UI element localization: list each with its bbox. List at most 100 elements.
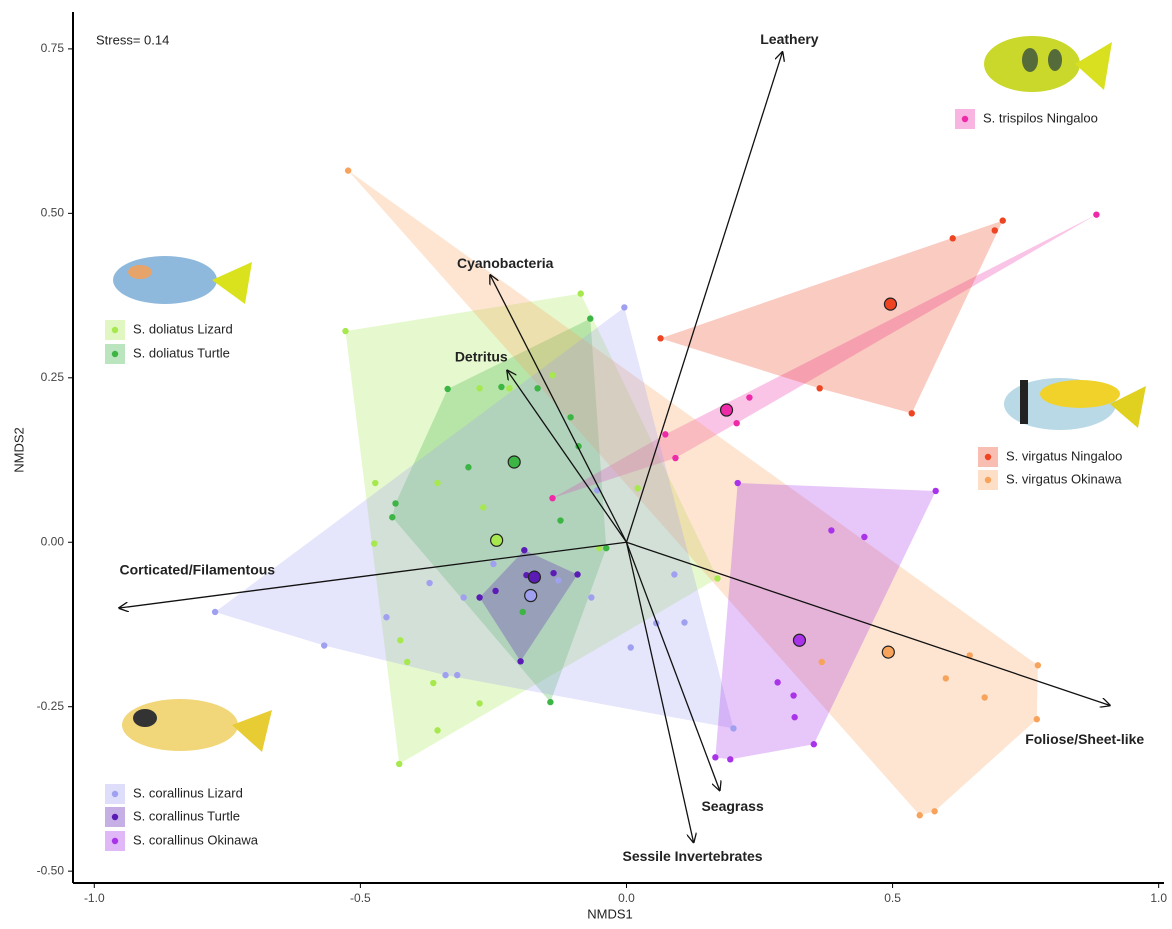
legend-label: S. doliatus Lizard (133, 321, 233, 336)
fish-corallinus (122, 699, 272, 752)
point (932, 487, 939, 495)
hull (715, 483, 936, 760)
y-tick-label: 0.50 (41, 206, 65, 220)
point (521, 546, 528, 554)
y-tick-label: 0.75 (41, 41, 65, 55)
centroid (527, 570, 542, 584)
legend-label: S. virgatus Okinawa (1006, 471, 1122, 486)
point (1034, 662, 1042, 669)
point (916, 812, 923, 819)
vector-arrow (625, 542, 719, 790)
point (828, 527, 835, 534)
point (549, 371, 556, 379)
point (999, 217, 1006, 224)
point (480, 504, 487, 511)
legend-dot (111, 790, 119, 798)
centroid (792, 633, 807, 647)
y-tick-label: -0.50 (37, 863, 65, 877)
legend-dot (111, 350, 119, 358)
legend-dot (984, 453, 992, 461)
point (712, 754, 719, 761)
point (816, 385, 823, 392)
point (550, 569, 557, 577)
point-layer (211, 167, 1100, 819)
hull (215, 307, 734, 729)
hull-layer (215, 170, 1097, 816)
point (434, 479, 441, 487)
y-tick-label: -0.25 (37, 699, 65, 713)
vector-label: Seagrass (701, 798, 763, 814)
vector-label: Leathery (760, 31, 819, 47)
point (444, 385, 451, 393)
legend-label: S. corallinus Okinawa (133, 832, 259, 847)
y-tick-label: 0.25 (41, 370, 65, 384)
point (791, 714, 798, 721)
point (671, 571, 678, 578)
centroid (881, 645, 895, 659)
point (727, 756, 734, 763)
point (861, 533, 868, 541)
point (397, 637, 404, 644)
point (790, 692, 797, 699)
point (627, 644, 634, 651)
hull (660, 220, 1003, 414)
point (730, 725, 737, 732)
vector-arrow (625, 52, 782, 543)
point (490, 560, 497, 568)
point (588, 594, 595, 601)
point (383, 614, 390, 621)
point (506, 385, 513, 392)
point (344, 167, 352, 174)
point (991, 227, 998, 234)
point (211, 608, 219, 616)
point (519, 608, 526, 616)
centroid (507, 455, 521, 469)
point (465, 464, 472, 471)
point (498, 383, 505, 391)
vector-label: Corticated/Filamentous (120, 562, 276, 578)
point (603, 544, 610, 552)
point (454, 671, 461, 679)
point (547, 698, 554, 706)
vector-arrow (490, 275, 628, 543)
y-axis-label: NMDS2 (11, 427, 26, 473)
centroid (719, 403, 734, 417)
vector-label: Foliose/Sheet-like (1025, 731, 1144, 747)
point (810, 741, 818, 748)
point (1093, 211, 1100, 218)
point (460, 594, 467, 601)
point (574, 571, 581, 578)
annotation: Stress= 0.14 (96, 32, 169, 47)
point (476, 594, 483, 601)
x-axis-label: NMDS1 (587, 906, 633, 921)
legend-label: S. virgatus Ningaloo (1006, 448, 1122, 463)
point (389, 514, 396, 521)
point (634, 485, 641, 492)
point (476, 700, 483, 707)
point (1033, 716, 1041, 723)
point (534, 385, 541, 392)
legend-dot (961, 115, 969, 123)
vector-arrow (507, 371, 628, 543)
point (587, 315, 594, 322)
centroid-layer (490, 297, 898, 659)
point (555, 577, 562, 584)
point (818, 658, 825, 666)
point (577, 290, 584, 297)
point (434, 727, 441, 734)
point (981, 694, 988, 701)
centroid (883, 297, 898, 311)
point (392, 500, 399, 507)
fish-trispilos (984, 36, 1112, 92)
legend-label: S. doliatus Turtle (133, 345, 230, 360)
x-tick-label: -1.0 (84, 891, 105, 905)
point (672, 454, 679, 462)
point (371, 540, 378, 547)
x-tick-label: 1.0 (1150, 891, 1167, 905)
point (372, 479, 379, 487)
vector-label: Sessile Invertebrates (622, 848, 762, 864)
vector-arrow (119, 541, 627, 608)
vector-layer: Leathery Cyanobacteria Detritus Corticated/… (119, 31, 1144, 864)
